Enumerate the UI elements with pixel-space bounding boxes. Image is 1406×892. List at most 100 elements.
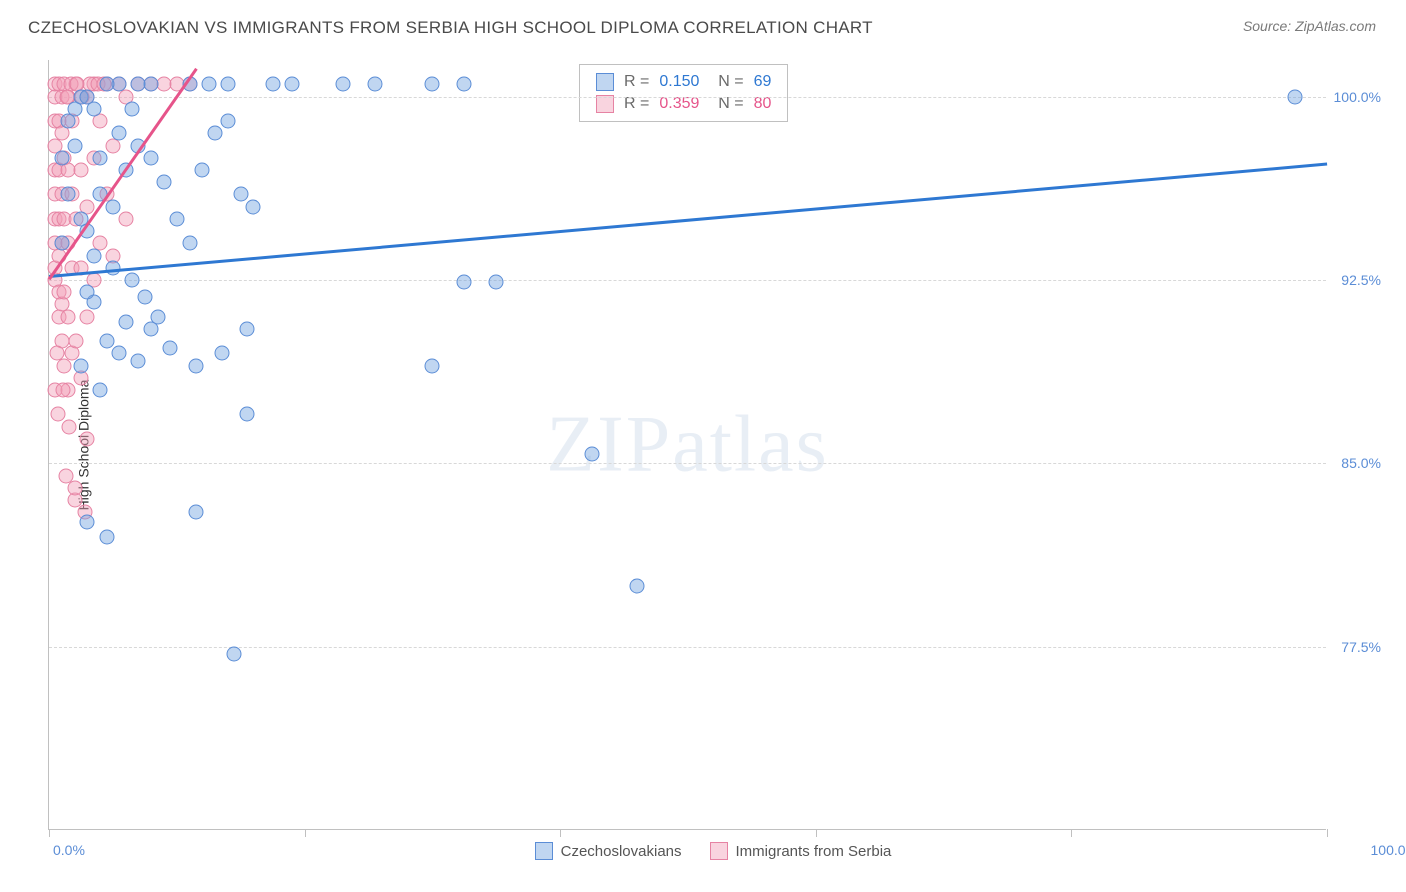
grid-line <box>49 97 1326 98</box>
scatter-marker-blue <box>61 187 76 202</box>
scatter-marker-blue <box>144 77 159 92</box>
scatter-marker-blue <box>208 126 223 141</box>
scatter-marker-blue <box>188 505 203 520</box>
x-tick <box>1071 829 1072 837</box>
x-tick <box>305 829 306 837</box>
scatter-marker-blue <box>425 77 440 92</box>
y-tick-label: 100.0% <box>1334 89 1381 105</box>
scatter-marker-blue <box>112 77 127 92</box>
scatter-marker-blue <box>169 211 184 226</box>
scatter-marker-blue <box>220 114 235 129</box>
scatter-marker-blue <box>246 199 261 214</box>
legend-item-blue: Czechoslovakians <box>535 842 682 860</box>
scatter-marker-blue <box>73 358 88 373</box>
scatter-marker-blue <box>489 275 504 290</box>
scatter-marker-blue <box>150 309 165 324</box>
scatter-marker-blue <box>265 77 280 92</box>
scatter-marker-pink <box>118 211 133 226</box>
scatter-marker-blue <box>284 77 299 92</box>
scatter-marker-blue <box>182 236 197 251</box>
scatter-marker-pink <box>61 309 76 324</box>
swatch-pink-icon <box>596 95 614 113</box>
chart-container: High School Diploma ZIPatlas R = 0.150 N… <box>48 60 1378 830</box>
y-tick-label: 85.0% <box>1341 455 1381 471</box>
swatch-blue-icon <box>535 842 553 860</box>
x-tick <box>816 829 817 837</box>
bottom-legend: Czechoslovakians Immigrants from Serbia <box>48 842 1378 860</box>
stats-legend-box: R = 0.150 N = 69 R = 0.359 N = 80 <box>579 64 788 122</box>
scatter-marker-blue <box>144 150 159 165</box>
scatter-marker-blue <box>112 126 127 141</box>
scatter-marker-blue <box>54 150 69 165</box>
x-tick <box>560 829 561 837</box>
scatter-marker-blue <box>227 647 242 662</box>
scatter-marker-blue <box>54 236 69 251</box>
scatter-marker-pink <box>58 468 73 483</box>
scatter-marker-blue <box>240 321 255 336</box>
scatter-marker-blue <box>425 358 440 373</box>
scatter-marker-blue <box>629 578 644 593</box>
scatter-marker-blue <box>67 138 82 153</box>
scatter-marker-blue <box>93 383 108 398</box>
scatter-marker-blue <box>125 101 140 116</box>
scatter-marker-blue <box>118 314 133 329</box>
stats-row-blue: R = 0.150 N = 69 <box>596 71 771 93</box>
scatter-marker-blue <box>80 285 95 300</box>
scatter-marker-blue <box>86 248 101 263</box>
scatter-marker-blue <box>457 77 472 92</box>
chart-source: Source: ZipAtlas.com <box>1243 18 1376 34</box>
scatter-marker-blue <box>457 275 472 290</box>
scatter-marker-blue <box>131 77 146 92</box>
x-tick <box>49 829 50 837</box>
scatter-marker-blue <box>80 89 95 104</box>
scatter-marker-blue <box>131 353 146 368</box>
grid-line <box>49 647 1326 648</box>
scatter-marker-blue <box>163 341 178 356</box>
scatter-marker-blue <box>188 358 203 373</box>
scatter-marker-pink <box>73 163 88 178</box>
scatter-marker-blue <box>99 77 114 92</box>
scatter-marker-blue <box>1288 89 1303 104</box>
scatter-marker-blue <box>195 163 210 178</box>
scatter-marker-blue <box>99 529 114 544</box>
scatter-marker-blue <box>105 260 120 275</box>
grid-line <box>49 280 1326 281</box>
scatter-marker-blue <box>80 515 95 530</box>
scatter-marker-blue <box>240 407 255 422</box>
legend-item-pink: Immigrants from Serbia <box>710 842 892 860</box>
scatter-marker-blue <box>93 150 108 165</box>
scatter-marker-blue <box>105 199 120 214</box>
scatter-marker-blue <box>214 346 229 361</box>
scatter-marker-blue <box>125 273 140 288</box>
scatter-marker-pink <box>50 407 65 422</box>
scatter-marker-blue <box>220 77 235 92</box>
scatter-marker-pink <box>57 285 72 300</box>
scatter-marker-blue <box>233 187 248 202</box>
legend-label-pink: Immigrants from Serbia <box>736 843 892 860</box>
scatter-marker-pink <box>62 419 77 434</box>
scatter-marker-pink <box>56 383 71 398</box>
chart-title: CZECHOSLOVAKIAN VS IMMIGRANTS FROM SERBI… <box>28 18 873 38</box>
scatter-marker-blue <box>99 334 114 349</box>
watermark: ZIPatlas <box>546 399 829 490</box>
scatter-marker-pink <box>80 431 95 446</box>
scatter-marker-pink <box>68 334 83 349</box>
scatter-marker-blue <box>367 77 382 92</box>
scatter-marker-blue <box>585 446 600 461</box>
y-tick-label: 92.5% <box>1341 272 1381 288</box>
grid-line <box>49 463 1326 464</box>
scatter-marker-blue <box>137 290 152 305</box>
scatter-marker-blue <box>112 346 127 361</box>
y-tick-label: 77.5% <box>1341 639 1381 655</box>
plot-area: ZIPatlas R = 0.150 N = 69 R = 0.359 N = … <box>48 60 1326 830</box>
regression-line-blue <box>49 163 1327 278</box>
scatter-marker-pink <box>80 309 95 324</box>
scatter-marker-blue <box>201 77 216 92</box>
scatter-marker-pink <box>67 480 82 495</box>
scatter-marker-pink <box>49 346 64 361</box>
swatch-pink-icon <box>710 842 728 860</box>
scatter-marker-blue <box>335 77 350 92</box>
legend-label-blue: Czechoslovakians <box>561 843 682 860</box>
swatch-blue-icon <box>596 73 614 91</box>
scatter-marker-blue <box>157 175 172 190</box>
